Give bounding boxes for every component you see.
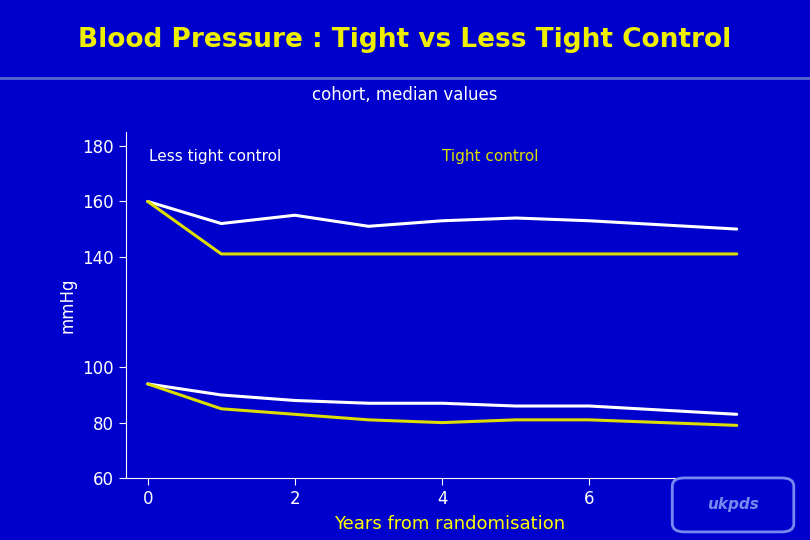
Text: Less tight control: Less tight control <box>149 149 281 164</box>
Y-axis label: mmHg: mmHg <box>58 278 77 333</box>
X-axis label: Years from randomisation: Years from randomisation <box>334 515 565 532</box>
Text: Tight control: Tight control <box>442 149 539 164</box>
Text: Blood Pressure : Tight vs Less Tight Control: Blood Pressure : Tight vs Less Tight Con… <box>79 27 731 53</box>
Text: cohort, median values: cohort, median values <box>312 86 498 104</box>
Text: ukpds: ukpds <box>707 497 759 512</box>
